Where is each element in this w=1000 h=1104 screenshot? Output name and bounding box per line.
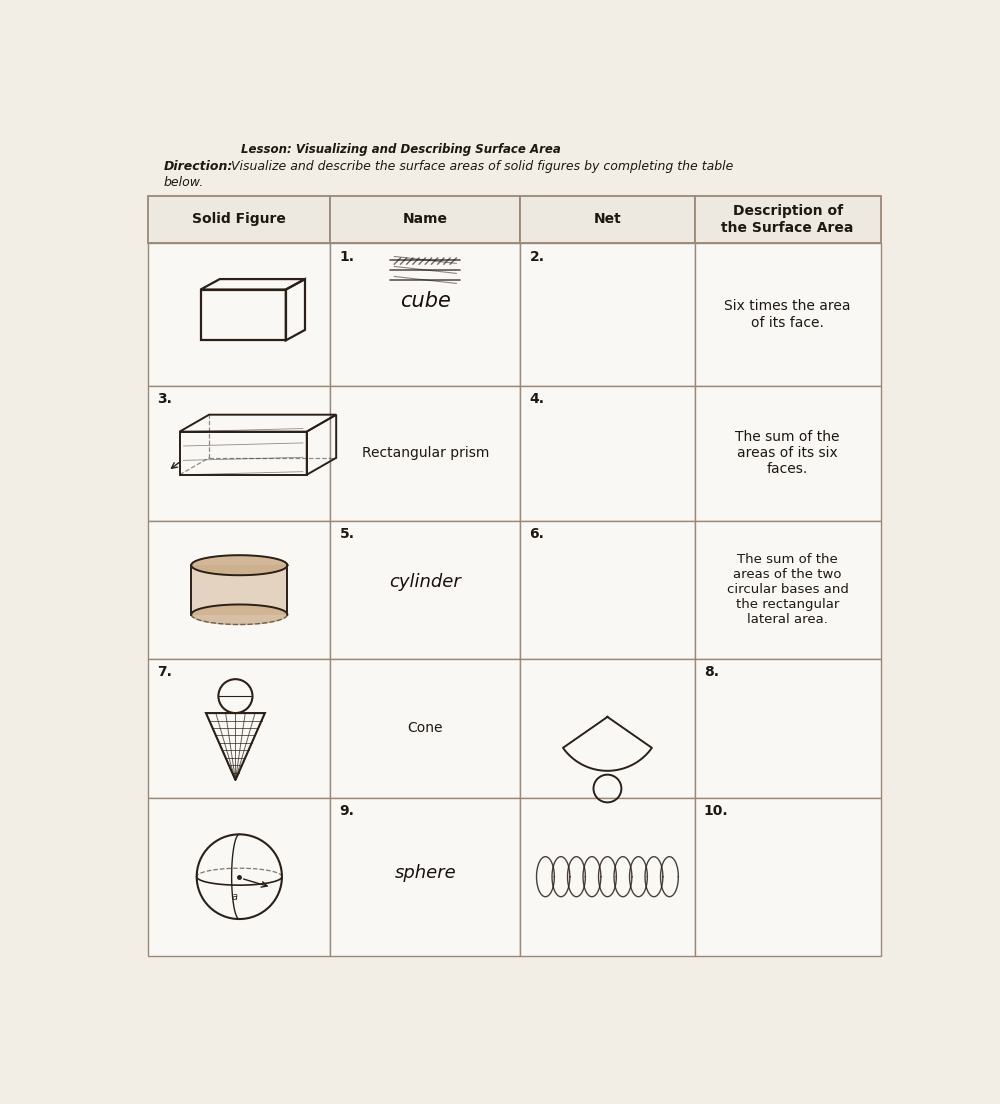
Text: 2.: 2. [530,250,545,264]
Bar [148,385,330,521]
Text: Net: Net [594,212,621,226]
Bar [148,521,330,659]
Bar [330,521,520,659]
Text: The sum of the
areas of the two
circular bases and
the rectangular
lateral area.: The sum of the areas of the two circular… [727,553,849,626]
Polygon shape [191,605,287,625]
Text: cube: cube [400,291,451,311]
Bar [148,195,330,243]
Bar [520,659,695,798]
Text: 8.: 8. [704,666,719,679]
Text: 9.: 9. [340,804,355,818]
Bar [330,798,520,956]
Text: 7.: 7. [158,666,172,679]
Bar [695,243,881,385]
Text: 4.: 4. [530,392,545,406]
Bar [695,521,881,659]
Bar [191,565,287,615]
Bar [695,659,881,798]
Text: Lesson: Visualizing and Describing Surface Area: Lesson: Visualizing and Describing Surfa… [241,144,561,157]
Text: Six times the area
of its face.: Six times the area of its face. [724,299,851,330]
Text: a: a [232,892,238,902]
Text: The sum of the
areas of its six
faces.: The sum of the areas of its six faces. [735,429,840,477]
Bar [330,243,520,385]
Text: Name: Name [403,212,448,226]
Text: Solid Figure: Solid Figure [192,212,286,226]
Text: 5.: 5. [340,527,355,541]
Bar [148,243,330,385]
Bar [520,521,695,659]
Polygon shape [191,555,287,575]
Text: sphere: sphere [394,863,456,882]
Text: 10.: 10. [704,804,729,818]
Text: Direction:: Direction: [164,160,233,173]
Text: Rectangular prism: Rectangular prism [362,446,489,460]
Bar [520,385,695,521]
Bar [330,195,520,243]
Text: Cone: Cone [408,721,443,735]
Bar [330,385,520,521]
Text: cylinder: cylinder [389,573,461,591]
Bar [520,243,695,385]
Bar [520,195,695,243]
Text: 1.: 1. [340,250,355,264]
Text: below.: below. [164,177,204,190]
Bar [520,798,695,956]
Bar [695,195,881,243]
Bar [330,659,520,798]
Bar [148,798,330,956]
Text: 3.: 3. [158,392,172,406]
Bar [148,659,330,798]
Bar [695,385,881,521]
Text: Description of
the Surface Area: Description of the Surface Area [721,204,854,234]
Text: 6.: 6. [530,527,544,541]
Text: Visualize and describe the surface areas of solid figures by completing the tabl: Visualize and describe the surface areas… [227,160,734,173]
Bar [695,798,881,956]
